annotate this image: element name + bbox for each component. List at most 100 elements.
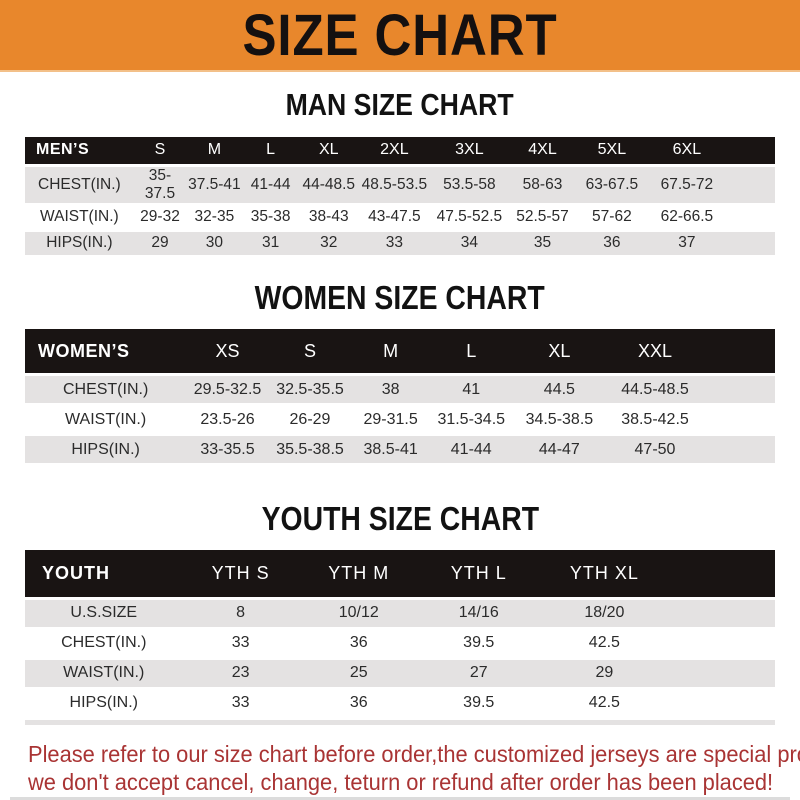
youth-header-row: YOUTH YTH S YTH M YTH L YTH XL xyxy=(25,549,775,597)
men-chest-row: CHEST(IN.) 35-37.5 37.5-41 41-44 44-48.5… xyxy=(25,166,775,203)
table-cell: 23.5-26 xyxy=(186,406,269,434)
table-cell: 36 xyxy=(298,689,419,717)
table-cell: 25 xyxy=(298,659,419,687)
table-cell: 44-48.5 xyxy=(298,166,359,203)
table-cell: 29-32 xyxy=(133,205,187,229)
table-cell: 38.5-41 xyxy=(351,436,430,464)
table-cell: 41 xyxy=(430,376,513,404)
youth-section-heading: YOUTH SIZE CHART xyxy=(0,502,800,537)
women-col-xxl: XXL xyxy=(606,329,704,374)
youth-col-m: YTH M xyxy=(298,549,419,597)
table-cell: 44.5-48.5 xyxy=(606,376,704,404)
men-section-heading: MAN SIZE CHART xyxy=(0,88,800,122)
spacer-cell xyxy=(726,136,775,164)
youth-section-heading-text: YOUTH SIZE CHART xyxy=(261,500,539,538)
men-col-xl: XL xyxy=(298,136,359,164)
spacer-cell xyxy=(703,436,775,464)
table-cell: 8 xyxy=(182,599,299,627)
table-cell: 42.5 xyxy=(538,629,670,657)
spacer-cell xyxy=(670,629,775,657)
women-header-row: WOMEN’S XS S M L XL XXL xyxy=(25,329,775,374)
table-cell: 47.5-52.5 xyxy=(430,205,509,229)
table-cell: 36 xyxy=(298,629,419,657)
men-header-row: MEN’S S M L XL 2XL 3XL 4XL 5XL 6XL xyxy=(25,136,775,164)
table-cell: 32-35 xyxy=(186,205,243,229)
women-chest-row: CHEST(IN.) 29.5-32.5 32.5-35.5 38 41 44.… xyxy=(25,376,775,404)
spacer-cell xyxy=(703,329,775,374)
table-cell: 63-67.5 xyxy=(576,166,648,203)
youth-waist-label: WAIST(IN.) xyxy=(25,659,183,687)
table-cell: 30 xyxy=(186,231,243,255)
table-cell: 33-35.5 xyxy=(186,436,269,464)
youth-waist-row: WAIST(IN.) 23 25 27 29 xyxy=(25,659,775,687)
women-col-xs: XS xyxy=(186,329,269,374)
women-size-table: WOMEN’S XS S M L XL XXL CHEST(IN.) 29.5-… xyxy=(25,326,775,466)
women-table-label: WOMEN’S xyxy=(25,329,187,374)
women-waist-label: WAIST(IN.) xyxy=(25,406,187,434)
youth-col-l: YTH L xyxy=(418,549,539,597)
order-note-line1: Please refer to our size chart before or… xyxy=(28,740,800,767)
youth-ussize-label: U.S.SIZE xyxy=(25,599,183,627)
table-cell: 18/20 xyxy=(538,599,670,627)
table-cell: 44.5 xyxy=(512,376,607,404)
youth-col-s: YTH S xyxy=(182,549,299,597)
table-cell: 37 xyxy=(647,231,727,255)
table-cell: 10/12 xyxy=(298,599,419,627)
youth-size-table: YOUTH YTH S YTH M YTH L YTH XL U.S.SIZE … xyxy=(25,547,775,720)
banner-title: SIZE CHART xyxy=(242,3,558,68)
table-cell: 31 xyxy=(242,231,299,255)
table-cell: 29.5-32.5 xyxy=(186,376,269,404)
spacer-cell xyxy=(726,231,775,255)
table-cell: 58-63 xyxy=(508,166,577,203)
table-cell: 29-31.5 xyxy=(351,406,430,434)
table-cell: 35-38 xyxy=(242,205,299,229)
youth-chest-label: CHEST(IN.) xyxy=(25,629,183,657)
table-cell: 32.5-35.5 xyxy=(268,376,352,404)
women-chest-label: CHEST(IN.) xyxy=(25,376,187,404)
order-note-line2: we don't accept cancel, change, teturn o… xyxy=(28,768,774,795)
table-cell: 26-29 xyxy=(268,406,352,434)
table-cell: 48.5-53.5 xyxy=(358,166,430,203)
table-cell: 35 xyxy=(508,231,577,255)
table-cell: 35-37.5 xyxy=(133,166,187,203)
men-table-label: MEN’S xyxy=(25,136,134,164)
women-col-m: M xyxy=(351,329,430,374)
women-col-l: L xyxy=(430,329,513,374)
youth-col-xl: YTH XL xyxy=(538,549,670,597)
men-hips-label: HIPS(IN.) xyxy=(25,231,134,255)
men-col-5xl: 5XL xyxy=(576,136,648,164)
table-cell: 53.5-58 xyxy=(430,166,509,203)
spacer-cell xyxy=(670,659,775,687)
spacer-cell xyxy=(670,599,775,627)
table-cell: 33 xyxy=(358,231,430,255)
table-cell: 41-44 xyxy=(430,436,513,464)
table-cell: 34 xyxy=(430,231,509,255)
table-cell: 29 xyxy=(133,231,187,255)
youth-ussize-row: U.S.SIZE 8 10/12 14/16 18/20 xyxy=(25,599,775,627)
men-size-table: MEN’S S M L XL 2XL 3XL 4XL 5XL 6XL CHEST… xyxy=(25,134,775,258)
banner: SIZE CHART xyxy=(0,0,800,72)
youth-table-label: YOUTH xyxy=(25,549,183,597)
men-col-3xl: 3XL xyxy=(430,136,509,164)
table-cell: 39.5 xyxy=(418,689,539,717)
table-cell: 42.5 xyxy=(538,689,670,717)
youth-hips-label: HIPS(IN.) xyxy=(25,689,183,717)
table-cell: 38 xyxy=(351,376,430,404)
men-chest-label: CHEST(IN.) xyxy=(25,166,134,203)
men-col-6xl: 6XL xyxy=(647,136,727,164)
table-cell: 27 xyxy=(418,659,539,687)
table-cell: 47-50 xyxy=(606,436,704,464)
table-cell: 14/16 xyxy=(418,599,539,627)
men-col-l: L xyxy=(242,136,299,164)
table-cell: 34.5-38.5 xyxy=(512,406,607,434)
order-note: Please refer to our size chart before or… xyxy=(28,740,800,796)
men-col-2xl: 2XL xyxy=(358,136,430,164)
table-cell: 33 xyxy=(182,689,299,717)
table-cell: 44-47 xyxy=(512,436,607,464)
table-cell: 23 xyxy=(182,659,299,687)
youth-table-bottom-strip xyxy=(25,719,775,725)
men-waist-row: WAIST(IN.) 29-32 32-35 35-38 38-43 43-47… xyxy=(25,205,775,229)
table-cell: 35.5-38.5 xyxy=(268,436,352,464)
youth-chest-row: CHEST(IN.) 33 36 39.5 42.5 xyxy=(25,629,775,657)
